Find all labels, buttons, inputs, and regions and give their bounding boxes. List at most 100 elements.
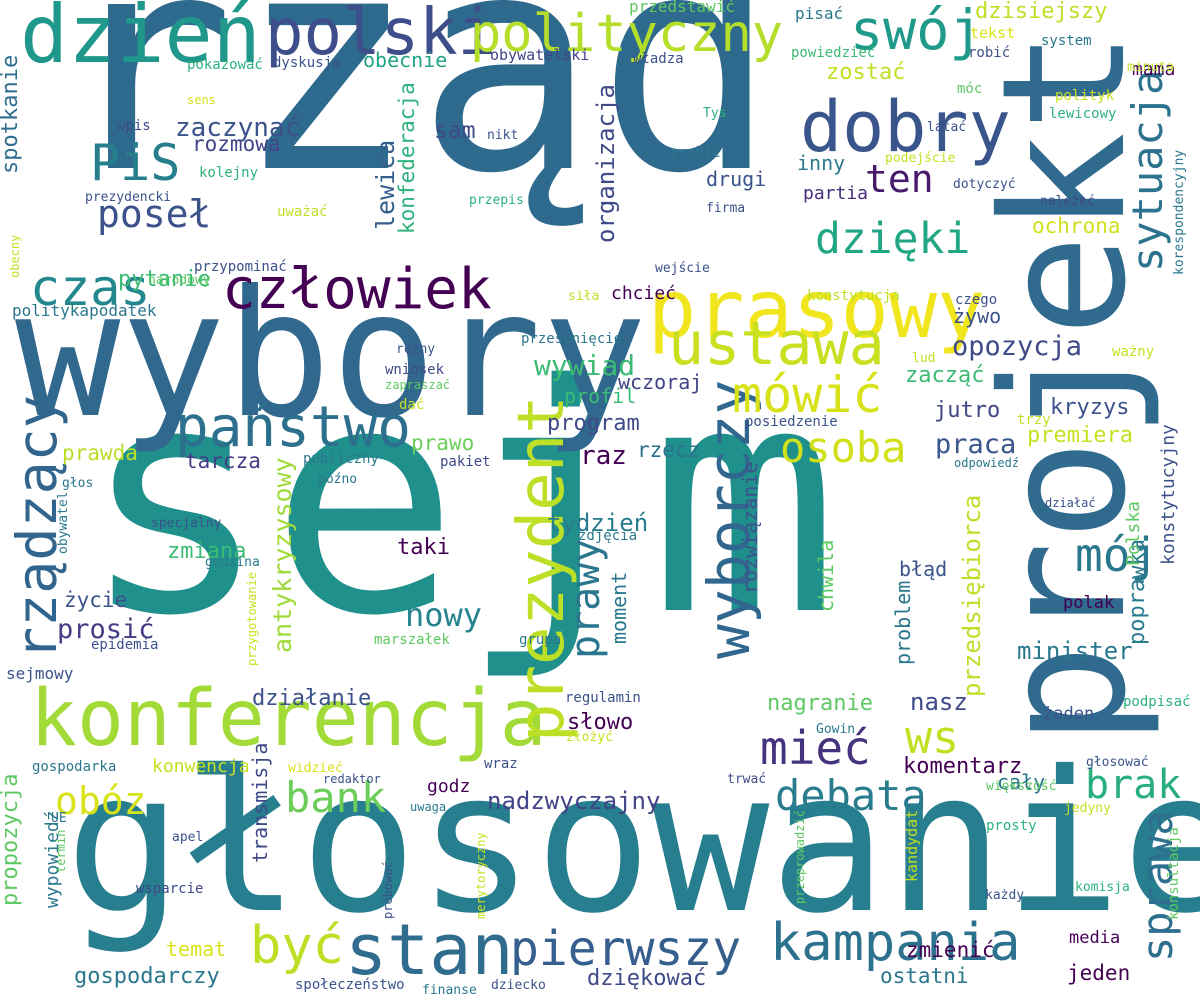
word-tarcza: tarcza [185, 449, 261, 473]
word-dzialac: działać [1045, 496, 1096, 510]
word-nalezec: należeć [1040, 194, 1095, 209]
word-kampania: kampania [770, 913, 1021, 973]
word-dziekowac: dziękować [587, 966, 707, 991]
word-jeden: jeden [1067, 961, 1131, 985]
word-oboz: obóz [55, 779, 147, 823]
word-dzieki: dzięki [815, 214, 971, 264]
word-rozwiazanie: rozwiązanie [738, 461, 762, 594]
word-dzialanie: działanie [252, 686, 372, 711]
word-osoba: osoba [780, 423, 907, 472]
word-zaczynac: zaczynać [175, 113, 301, 143]
word-czego: czego [955, 292, 998, 308]
word-sejm: sejm [80, 319, 839, 685]
word-pokazowac: pokazować [187, 57, 263, 73]
word-spotkanie: spotkanie [0, 54, 23, 174]
word-zostac: zostać [826, 60, 906, 85]
word-zaczac: zacząć [905, 363, 985, 388]
word-wywiad: wywiad [534, 349, 636, 382]
word-narodowy: narodowy [148, 273, 211, 288]
word-powiedziec: powiedzieć [791, 45, 876, 61]
word-komisja: komisja [1075, 880, 1130, 895]
word-kandydat: kandydat [903, 809, 921, 882]
word-dotyczyc: dotyczyć [953, 177, 1016, 192]
word-obecny: obecny [8, 234, 22, 278]
word-zapraszac: zapraszać [385, 378, 451, 392]
word-apel: apel [172, 830, 204, 845]
word-nagranie: nagranie [767, 691, 873, 716]
word-obecnie: obecnie [363, 48, 448, 72]
word-swoj: swój [850, 0, 983, 62]
word-godz: godz [427, 776, 471, 797]
word-konstytucyjny: konstytucyjny [1158, 424, 1179, 565]
word-program: program [547, 411, 640, 436]
word-profil: profil [564, 384, 637, 408]
word-konwencja: konwencja [152, 756, 250, 777]
word-wiekszosc: większość [986, 779, 1057, 794]
word-bank: bank [285, 773, 387, 822]
word-zdjecia: zdjęcia [578, 528, 638, 544]
word-rozmowa: rozmowa [192, 132, 281, 156]
word-glos: głos [62, 476, 94, 491]
word-transmisja: transmisja [248, 742, 272, 863]
word-ue: UE [51, 811, 67, 826]
word-uwaga: uwaga [410, 800, 447, 814]
word-drugi: drugi [706, 167, 767, 191]
word-tekst: tekst [970, 24, 1016, 42]
word-obywatelski: obywatelski [490, 46, 590, 64]
word-podpisac: podpisać [1123, 694, 1191, 710]
word-przypominac: przypominać [194, 259, 287, 275]
word-spoleczenstwo: społeczeństwo [295, 977, 405, 993]
word-godzina: godzina [205, 555, 260, 570]
word-glosowac: głosować [1086, 755, 1149, 770]
word-probowac: próbować [381, 861, 395, 919]
word-konfederacja: konfederacja [395, 82, 419, 234]
word-przedstawic: przedstawić [629, 0, 735, 16]
word-prawy: prawy [563, 538, 609, 659]
word-posel: poseł [97, 192, 212, 236]
word-moj: mój [1075, 528, 1159, 582]
word-propozycja: propozycja [0, 773, 23, 906]
word-premiera: premiera [1027, 423, 1133, 448]
word-specjalny: specjalny [151, 516, 222, 531]
word-media: media [1069, 928, 1121, 948]
word-konstytucja: konstytucja [807, 288, 900, 304]
word-chciec: chcieć [611, 283, 677, 304]
word-dac: dać [399, 397, 425, 413]
word-temat: temat [166, 937, 227, 961]
word-korespondencyjny: korespondencyjny [1172, 149, 1187, 275]
word-wazny: ważny [1112, 344, 1155, 360]
word-grupa: grupa [519, 632, 562, 648]
word-uwazac: uważać [277, 204, 328, 220]
word-pisac: pisać [795, 4, 844, 23]
word-politykapodatek: politykapodatek [12, 301, 157, 320]
word-kryzys: kryzys [1050, 395, 1130, 420]
word-opozycja: opozycja [952, 331, 1083, 362]
word-polska: Polska [1123, 500, 1144, 566]
word-gowin: Gowin [816, 722, 856, 737]
word-prawda: prawda [62, 441, 138, 465]
word-zycie: życie [64, 588, 128, 612]
word-antykryzysowy: antykryzysowy [268, 457, 297, 653]
word-pis: PiS [90, 134, 181, 192]
word-pozno: późno [318, 472, 358, 487]
word-sila: siła [568, 289, 600, 304]
word-panstwo: państwo [175, 395, 412, 460]
word-zywo: żywo [953, 304, 1002, 328]
word-czas: czas [30, 259, 151, 317]
word-regulamin: regulamin [565, 690, 641, 706]
word-termin: termin [54, 829, 68, 873]
word-ustawa: ustawa [668, 309, 885, 379]
word-chwila: chwila [814, 539, 838, 612]
word-publiczny: publiczny [303, 451, 379, 467]
word-ws: ws [905, 711, 960, 764]
word-przepis: przepis [469, 193, 524, 208]
word-wniosek: wniosek [385, 362, 445, 378]
word-prosic: prosić [57, 614, 155, 645]
word-kolejny: kolejny [199, 165, 259, 181]
word-caly: cały [997, 770, 1046, 794]
word-redaktor: redaktor [323, 772, 381, 786]
word-nadzwyczajny: nadzwyczajny [487, 787, 661, 815]
word-rozny: różny [396, 342, 436, 357]
word-nowy: nowy [405, 596, 483, 634]
